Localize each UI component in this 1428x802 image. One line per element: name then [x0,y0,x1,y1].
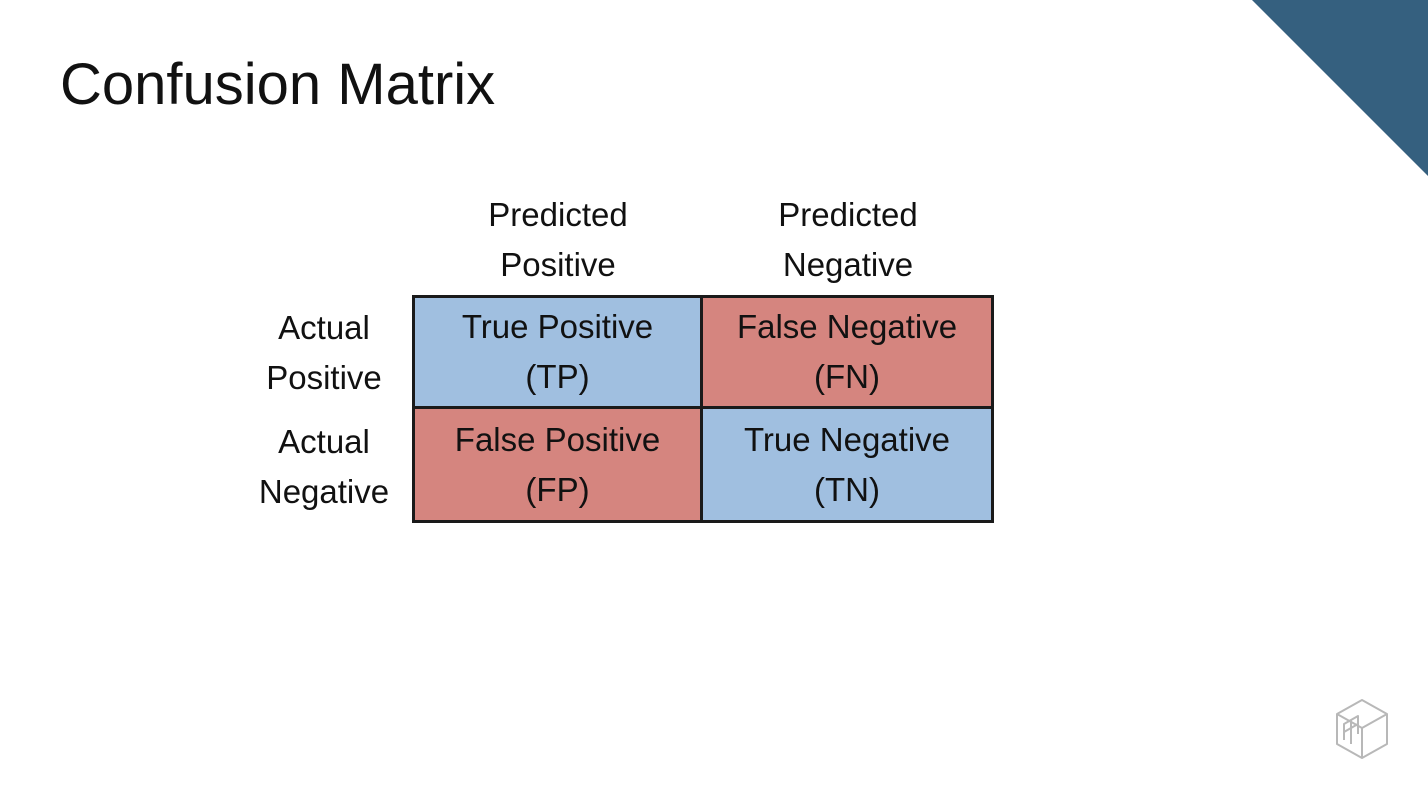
column-header-line: Positive [500,246,616,283]
cell-false-negative: False Negative (FN) [703,298,991,409]
row-header-line: Positive [266,359,382,396]
column-header-predicted-positive: Predicted Positive [413,190,703,290]
row-header-actual-negative: Actual Negative [240,417,408,517]
row-header-line: Actual [278,309,370,346]
row-header-actual-positive: Actual Positive [240,303,408,403]
cube-logo-icon [1336,699,1388,759]
cell-abbr: (FP) [525,470,590,508]
row-header-line: Negative [258,473,390,510]
cell-label: False Positive [454,420,661,458]
column-header-predicted-negative: Predicted Negative [703,190,993,290]
row-header-line: Actual [278,423,370,460]
cell-abbr: (FN) [814,358,880,395]
confusion-matrix-grid: True Positive (TP) False Negative (FN) F… [412,295,994,523]
cell-label: True Positive [461,308,654,345]
cell-label: False Negative [736,308,958,345]
cell-false-positive: False Positive (FP) [415,409,703,520]
corner-triangle-icon [1252,0,1428,176]
column-header-line: Negative [782,246,914,283]
cell-label: True Negative [743,420,951,458]
cell-abbr: (TN) [814,470,880,508]
cell-true-negative: True Negative (TN) [703,409,991,520]
cell-true-positive: True Positive (TP) [415,298,703,409]
cell-abbr: (TP) [525,358,590,395]
page-title: Confusion Matrix [60,52,496,117]
column-header-line: Predicted [778,196,918,233]
column-header-line: Predicted [488,196,628,233]
